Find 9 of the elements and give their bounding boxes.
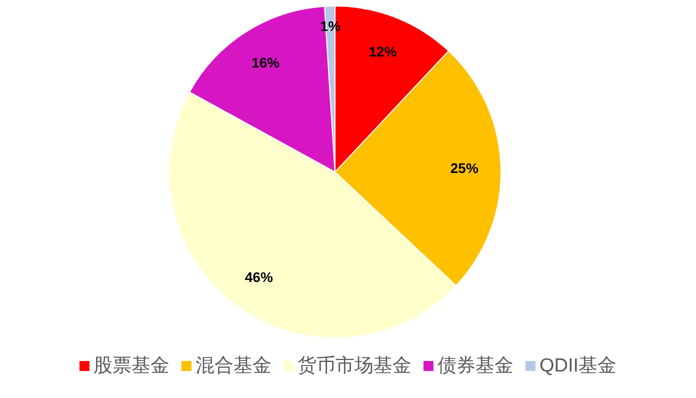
legend-label: QDII基金: [539, 356, 617, 376]
legend-label: 混合基金: [195, 356, 272, 376]
legend-label: 债券基金: [437, 356, 514, 376]
data-label: 12%: [368, 44, 398, 60]
legend-label: 货币市场基金: [297, 354, 412, 376]
legend-label: 股票基金: [93, 356, 170, 376]
data-label: 25%: [450, 160, 479, 176]
data-label: 46%: [244, 268, 274, 285]
data-label: 16%: [252, 54, 280, 71]
